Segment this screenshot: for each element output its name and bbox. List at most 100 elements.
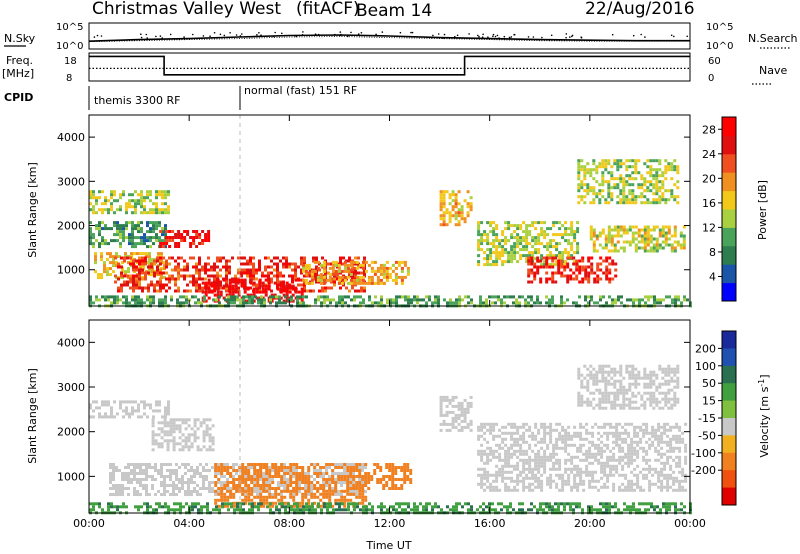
data-cell — [379, 466, 383, 469]
data-cell — [143, 400, 146, 404]
data-cell — [615, 440, 619, 444]
data-cell — [448, 410, 452, 414]
data-cell — [164, 412, 167, 416]
data-cell — [422, 298, 425, 302]
data-cell — [244, 466, 248, 469]
data-cell — [498, 470, 502, 474]
data-cell — [445, 413, 449, 417]
power-colorbar-swatch — [722, 190, 736, 210]
data-cell — [160, 421, 164, 425]
data-cell — [552, 224, 556, 228]
data-cell — [448, 220, 452, 224]
data-cell — [536, 271, 540, 275]
data-cell — [95, 295, 98, 299]
data-cell — [171, 256, 174, 260]
data-cell — [582, 437, 586, 441]
data-cell — [636, 425, 640, 429]
data-cell — [501, 437, 505, 441]
data-cell — [651, 431, 655, 435]
data-cell — [184, 481, 187, 484]
data-cell — [196, 445, 200, 449]
data-cell — [483, 230, 487, 234]
data-cell — [546, 458, 550, 462]
data-cell — [134, 190, 137, 194]
data-cell — [672, 434, 676, 438]
data-cell — [589, 201, 593, 205]
data-cell — [348, 271, 351, 275]
data-cell — [196, 493, 199, 496]
data-cell — [195, 280, 198, 284]
data-cell — [666, 461, 670, 465]
data-cell — [95, 224, 98, 228]
data-cell — [136, 481, 139, 484]
data-cell — [298, 487, 302, 490]
data-cell — [344, 301, 347, 305]
data-cell — [204, 281, 208, 285]
data-cell — [669, 437, 673, 441]
data-cell — [354, 289, 357, 293]
data-cell — [361, 498, 365, 502]
data-cell — [288, 262, 291, 266]
data-cell — [199, 424, 203, 428]
data-cell — [588, 485, 592, 489]
data-cell — [619, 165, 623, 169]
data-cell — [352, 281, 356, 285]
data-cell — [540, 233, 544, 237]
data-cell — [483, 425, 487, 429]
noise-point — [96, 34, 99, 37]
data-cell — [163, 487, 166, 490]
data-cell — [587, 301, 590, 305]
data-cell — [205, 478, 208, 481]
data-cell — [628, 159, 632, 163]
data-cell — [495, 257, 499, 261]
data-cell — [370, 475, 374, 478]
noise-point — [640, 33, 642, 36]
data-cell — [131, 230, 134, 234]
data-cell — [154, 442, 158, 446]
data-cell — [205, 463, 208, 466]
data-cell — [210, 268, 213, 272]
data-cell — [442, 199, 446, 203]
data-cell — [622, 240, 626, 244]
data-cell — [470, 298, 473, 302]
data-cell — [584, 268, 588, 272]
data-cell — [337, 478, 341, 481]
data-cell — [125, 400, 128, 404]
data-cell — [89, 415, 92, 419]
data-cell — [225, 268, 228, 272]
data-cell — [461, 298, 464, 302]
data-cell — [210, 281, 214, 285]
data-cell — [489, 446, 493, 450]
data-cell — [243, 287, 247, 291]
data-cell — [225, 284, 229, 288]
data-cell — [385, 463, 389, 466]
noise-point — [432, 34, 434, 37]
data-cell — [152, 211, 155, 215]
data-cell — [648, 488, 652, 492]
noise-point — [494, 35, 497, 38]
data-cell — [647, 298, 650, 302]
data-cell — [289, 484, 293, 487]
data-cell — [132, 262, 135, 266]
data-cell — [539, 280, 543, 284]
data-cell — [160, 436, 164, 440]
data-cell — [672, 437, 676, 441]
data-cell — [625, 174, 629, 178]
data-cell — [564, 431, 568, 435]
data-cell — [460, 404, 464, 408]
data-cell — [654, 482, 658, 486]
data-cell — [561, 428, 565, 432]
data-cell — [640, 192, 644, 196]
data-cell — [504, 239, 508, 243]
data-cell — [265, 498, 269, 502]
data-cell — [120, 286, 123, 290]
data-cell — [391, 484, 395, 487]
data-cell — [495, 227, 499, 231]
data-cell — [400, 466, 404, 469]
data-cell — [175, 418, 179, 422]
data-cell — [545, 295, 548, 299]
data-cell — [166, 433, 170, 437]
data-cell — [255, 283, 258, 287]
data-cell — [630, 485, 634, 489]
data-cell — [292, 489, 296, 493]
